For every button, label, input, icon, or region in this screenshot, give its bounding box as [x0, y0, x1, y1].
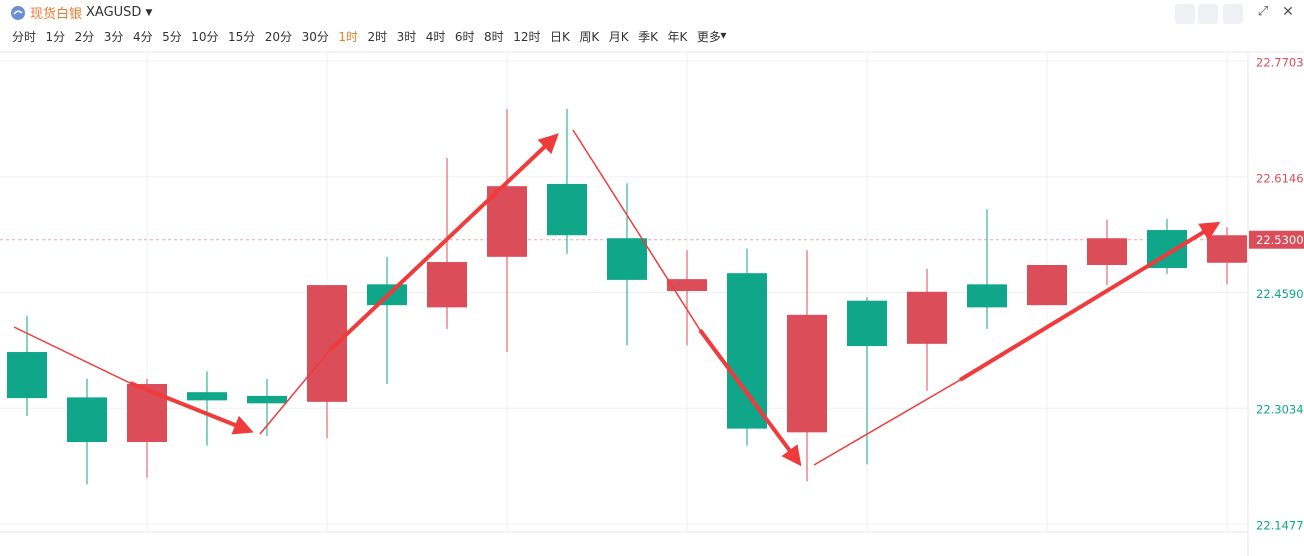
candle-body — [547, 183, 587, 236]
price-axis: 22.1477 22.3034 22.4590 22.6146 22.7703 22.53… — [1249, 55, 1304, 533]
candle-body — [787, 314, 827, 433]
period-option[interactable]: 8时 — [484, 30, 504, 44]
candle-body — [187, 392, 227, 401]
annotation-arrows — [13, 129, 1221, 467]
period-option[interactable]: 15分 — [228, 30, 256, 44]
candle-body — [967, 284, 1007, 308]
candle-body — [1147, 230, 1187, 268]
period-option[interactable]: 6时 — [454, 30, 475, 44]
y-tick-label: 22.1477 — [1256, 519, 1304, 533]
candle-body — [607, 238, 647, 280]
logo — [11, 5, 25, 20]
period-option[interactable]: 年K — [667, 30, 688, 44]
y-tick-label: 22.7703 — [1256, 55, 1304, 69]
candle-body — [427, 262, 467, 308]
y-tick-label: 22.3034 — [1256, 403, 1304, 417]
candle-body — [67, 397, 107, 443]
tool-icon[interactable] — [1198, 4, 1218, 24]
y-tick-label: 22.4590 — [1256, 287, 1304, 301]
period-option[interactable]: 2时 — [367, 30, 388, 44]
candle-body — [907, 291, 947, 344]
period-option[interactable]: 分时 — [12, 30, 37, 44]
candle-body — [247, 395, 287, 404]
candle-body — [667, 279, 707, 292]
candle-body — [1207, 235, 1247, 263]
period-option[interactable]: 日K — [549, 30, 570, 44]
period-option[interactable]: 月K — [608, 30, 629, 44]
last-price-label: 22.5300 — [1256, 233, 1304, 247]
symbol-code[interactable]: XAGUSD — [86, 5, 142, 20]
period-option[interactable]: 20分 — [264, 30, 293, 44]
grid — [0, 60, 1248, 525]
symbol-name[interactable]: 现货白银 — [30, 7, 83, 22]
candle-body — [1087, 238, 1127, 266]
vertical-grid — [146, 52, 1228, 532]
symbol-row: 现货白银 XAGUSD ▼ — [10, 3, 152, 22]
candle-body — [727, 273, 767, 429]
candle-body — [367, 284, 407, 306]
candle-body — [1027, 265, 1067, 306]
toolbar: 现货白银 XAGUSD ▼ 分时 1分 2分 3分 4分 5分 10分 15分 20分 30分 1时… — [0, 0, 1304, 50]
period-option[interactable]: 5分 — [162, 30, 182, 44]
close-button[interactable]: ✕ — [1282, 4, 1294, 20]
period-option[interactable]: 1分 — [45, 30, 66, 44]
y-tick-label: 22.6146 — [1256, 171, 1304, 185]
candles — [7, 108, 1247, 485]
candle-body — [847, 300, 887, 347]
period-option[interactable]: 3时 — [396, 30, 417, 44]
period-option[interactable]: 1时 — [338, 30, 358, 44]
period-option[interactable]: 10分 — [191, 30, 219, 44]
period-option[interactable]: 30分 — [301, 30, 329, 44]
period-row: 分时 1分 2分 3分 4分 5分 10分 15分 20分 30分 1时 2时 3时 4时 6时 8时 12时日… — [12, 28, 726, 45]
tool-icon[interactable] — [1223, 4, 1243, 24]
candle-body — [487, 186, 527, 257]
period-option[interactable]: 4时 — [425, 30, 446, 44]
period-option[interactable]: 周K — [579, 30, 600, 44]
period-option[interactable]: 2分 — [74, 30, 95, 44]
expand-button[interactable]: ⤢ — [1257, 4, 1269, 19]
tool-icon[interactable] — [1175, 4, 1195, 24]
last-price-box — [1249, 230, 1304, 249]
candle-body — [127, 383, 167, 443]
period-option[interactable]: 4分 — [132, 30, 153, 44]
more-button[interactable]: 更多 — [696, 30, 721, 44]
candle-body — [7, 352, 47, 399]
caret[interactable]: ▼ — [145, 7, 153, 18]
candle-body — [307, 285, 347, 402]
caret[interactable]: ▾ — [720, 28, 727, 42]
period-option[interactable]: 3分 — [103, 30, 124, 44]
period-option[interactable]: 季K — [638, 30, 658, 44]
period-option[interactable]: 12时 — [513, 30, 541, 44]
